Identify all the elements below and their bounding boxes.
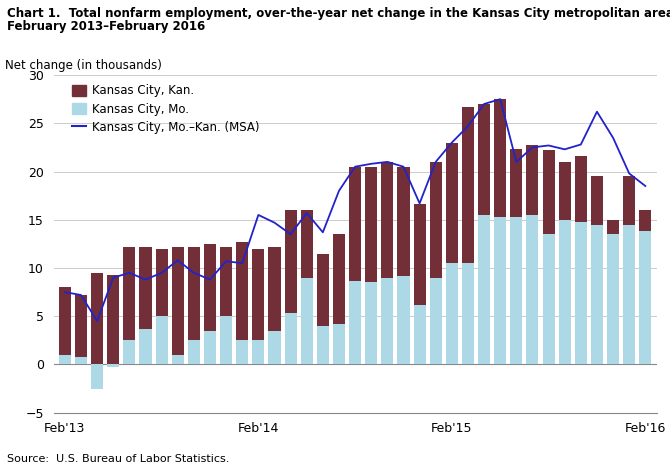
Bar xyxy=(253,249,265,340)
Bar xyxy=(446,263,458,364)
Bar xyxy=(365,282,377,364)
Bar xyxy=(429,278,442,364)
Bar xyxy=(413,305,425,364)
Bar xyxy=(494,99,507,217)
Bar xyxy=(220,247,232,316)
Bar xyxy=(237,242,249,340)
Bar xyxy=(333,234,345,324)
Bar xyxy=(285,210,297,313)
Bar xyxy=(397,276,409,364)
Bar xyxy=(285,313,297,364)
Bar xyxy=(220,316,232,364)
Bar xyxy=(639,231,651,364)
Bar xyxy=(107,275,119,364)
Bar xyxy=(623,176,635,225)
Bar xyxy=(543,234,555,364)
Bar xyxy=(349,280,361,364)
Bar xyxy=(172,247,184,355)
Text: Net change (in thousands): Net change (in thousands) xyxy=(5,59,162,72)
Bar xyxy=(511,149,523,217)
Bar xyxy=(188,247,200,340)
Bar xyxy=(429,162,442,278)
Bar xyxy=(91,364,103,389)
Bar xyxy=(543,150,555,234)
Bar xyxy=(607,234,619,364)
Bar xyxy=(317,326,329,364)
Bar xyxy=(123,340,135,364)
Bar xyxy=(204,244,216,331)
Bar xyxy=(397,166,409,276)
Bar xyxy=(301,278,313,364)
Bar xyxy=(559,162,571,220)
Bar xyxy=(139,247,151,329)
Bar xyxy=(333,324,345,364)
Bar xyxy=(591,176,603,225)
Bar xyxy=(123,247,135,340)
Bar xyxy=(478,215,490,364)
Bar xyxy=(269,331,281,364)
Bar xyxy=(527,144,539,215)
Bar xyxy=(623,225,635,364)
Bar xyxy=(107,364,119,367)
Bar xyxy=(59,287,71,355)
Bar xyxy=(381,278,393,364)
Bar xyxy=(462,107,474,263)
Legend: Kansas City, Kan., Kansas City, Mo., Kansas City, Mo.–Kan. (MSA): Kansas City, Kan., Kansas City, Mo., Kan… xyxy=(72,84,259,134)
Bar xyxy=(591,225,603,364)
Bar xyxy=(349,166,361,280)
Bar xyxy=(188,340,200,364)
Bar xyxy=(365,166,377,282)
Bar xyxy=(253,340,265,364)
Bar xyxy=(381,162,393,278)
Bar xyxy=(575,222,587,364)
Bar xyxy=(559,220,571,364)
Bar xyxy=(527,215,539,364)
Bar xyxy=(575,156,587,222)
Text: February 2013–February 2016: February 2013–February 2016 xyxy=(7,20,205,33)
Bar xyxy=(607,220,619,234)
Text: Source:  U.S. Bureau of Labor Statistics.: Source: U.S. Bureau of Labor Statistics. xyxy=(7,454,229,464)
Bar xyxy=(172,355,184,364)
Bar xyxy=(511,217,523,364)
Bar xyxy=(59,355,71,364)
Bar xyxy=(269,247,281,331)
Bar xyxy=(204,331,216,364)
Bar xyxy=(155,316,168,364)
Bar xyxy=(494,217,507,364)
Text: Chart 1.  Total nonfarm employment, over-the-year net change in the Kansas City : Chart 1. Total nonfarm employment, over-… xyxy=(7,7,670,20)
Bar xyxy=(139,329,151,364)
Bar xyxy=(317,254,329,326)
Bar xyxy=(446,143,458,263)
Bar xyxy=(75,357,87,364)
Bar xyxy=(301,210,313,278)
Bar xyxy=(413,204,425,305)
Bar xyxy=(91,273,103,364)
Bar xyxy=(639,210,651,231)
Bar xyxy=(75,295,87,357)
Bar xyxy=(478,104,490,215)
Bar xyxy=(237,340,249,364)
Bar xyxy=(155,249,168,316)
Bar xyxy=(462,263,474,364)
